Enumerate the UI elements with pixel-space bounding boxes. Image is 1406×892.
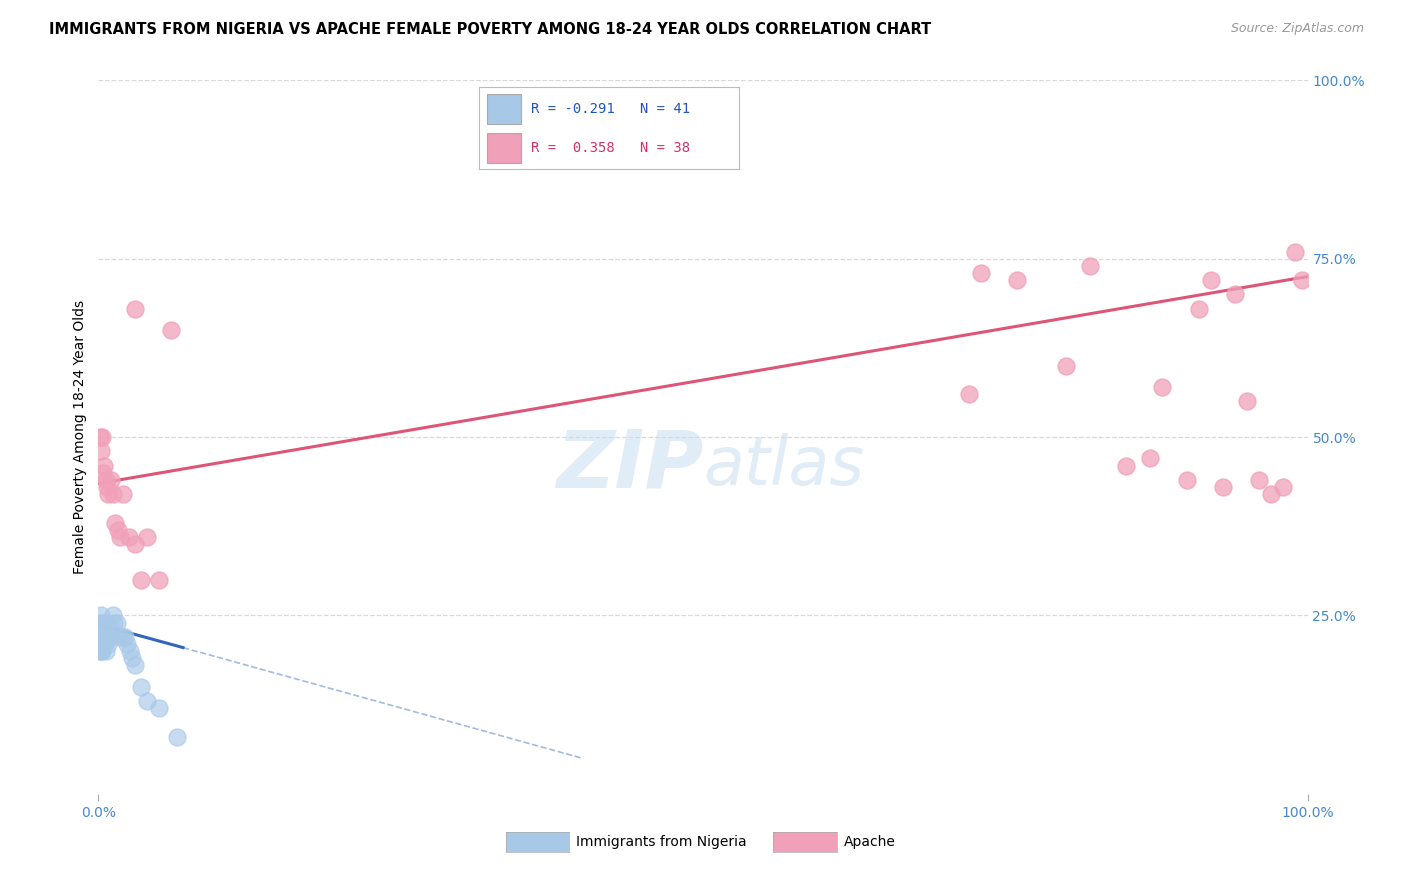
Text: Immigrants from Nigeria: Immigrants from Nigeria — [576, 835, 747, 849]
Point — [1284, 244, 1306, 259]
Point — [124, 658, 146, 673]
Point — [91, 430, 114, 444]
Point — [107, 523, 129, 537]
Point — [91, 637, 114, 651]
Point — [1175, 473, 1198, 487]
Point — [89, 430, 111, 444]
Point — [93, 630, 115, 644]
Point — [1260, 487, 1282, 501]
Point — [1199, 273, 1222, 287]
Point — [103, 615, 125, 630]
Point — [1152, 380, 1174, 394]
Point — [108, 630, 131, 644]
Point — [93, 615, 115, 630]
Point — [91, 623, 114, 637]
Point — [90, 608, 112, 623]
Point — [135, 530, 157, 544]
Point — [100, 473, 122, 487]
Point — [114, 630, 136, 644]
Point — [970, 266, 993, 280]
Point — [97, 487, 120, 501]
Point — [1139, 451, 1161, 466]
Point — [94, 630, 117, 644]
Point — [1188, 301, 1211, 316]
Point — [90, 630, 112, 644]
Point — [1115, 458, 1137, 473]
Point — [105, 615, 128, 630]
Y-axis label: Female Poverty Among 18-24 Year Olds: Female Poverty Among 18-24 Year Olds — [73, 300, 87, 574]
Point — [124, 537, 146, 551]
Point — [1078, 259, 1101, 273]
Point — [1291, 273, 1313, 287]
Point — [100, 630, 122, 644]
Text: IMMIGRANTS FROM NIGERIA VS APACHE FEMALE POVERTY AMONG 18-24 YEAR OLDS CORRELATI: IMMIGRANTS FROM NIGERIA VS APACHE FEMALE… — [49, 22, 931, 37]
Point — [1223, 287, 1246, 301]
Point — [135, 694, 157, 708]
Point — [118, 530, 141, 544]
Point — [129, 680, 152, 694]
Point — [118, 644, 141, 658]
Point — [90, 444, 112, 458]
Point — [91, 466, 114, 480]
Point — [1236, 394, 1258, 409]
Point — [1249, 473, 1271, 487]
Point — [96, 615, 118, 630]
Point — [1007, 273, 1029, 287]
Point — [97, 630, 120, 644]
Text: Source: ZipAtlas.com: Source: ZipAtlas.com — [1230, 22, 1364, 36]
Point — [101, 608, 124, 623]
Point — [98, 630, 121, 644]
Point — [124, 301, 146, 316]
Point — [93, 458, 115, 473]
Point — [111, 630, 134, 644]
Point — [91, 644, 114, 658]
Point — [89, 630, 111, 644]
Point — [117, 637, 139, 651]
Point — [91, 630, 114, 644]
Point — [91, 630, 114, 644]
Point — [108, 530, 131, 544]
Point — [90, 623, 112, 637]
Point — [148, 573, 170, 587]
Point — [90, 644, 112, 658]
Point — [129, 573, 152, 587]
Text: Apache: Apache — [844, 835, 896, 849]
Point — [957, 387, 980, 401]
Text: atlas: atlas — [703, 433, 865, 499]
Point — [160, 323, 183, 337]
Point — [96, 630, 118, 644]
Point — [97, 637, 120, 651]
Point — [91, 615, 114, 630]
Point — [104, 516, 127, 530]
Point — [101, 487, 124, 501]
Point — [89, 615, 111, 630]
Point — [100, 623, 122, 637]
Point — [166, 730, 188, 744]
Point — [121, 651, 143, 665]
Point — [148, 701, 170, 715]
Point — [94, 644, 117, 658]
Point — [89, 644, 111, 658]
Point — [1054, 359, 1077, 373]
Point — [93, 637, 115, 651]
Point — [96, 480, 118, 494]
Point — [91, 637, 114, 651]
Point — [94, 623, 117, 637]
Point — [111, 487, 134, 501]
Text: ZIP: ZIP — [555, 426, 703, 505]
Point — [1212, 480, 1234, 494]
Point — [1272, 480, 1295, 494]
Point — [94, 473, 117, 487]
